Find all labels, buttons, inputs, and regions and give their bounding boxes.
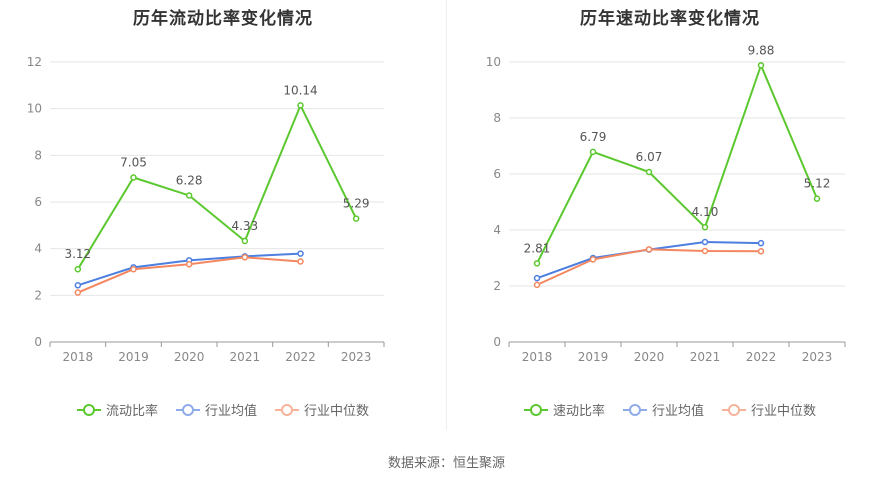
legend: 流动比率 行业均值 行业中位数 [0,400,446,419]
data-point[interactable] [757,239,765,247]
data-label: 6.79 [580,130,607,144]
panel-divider [446,0,447,430]
y-tick-label: 4 [34,242,42,256]
x-tick-label: 2019 [578,350,609,364]
legend-item-ratio[interactable]: 速动比率 [523,400,605,419]
current-ratio-chart: 0 2 4 6 8 10 12 2018 2019 2020 2021 2022 2023 3.12 7.0… [27,55,385,364]
data-source: 数据来源：恒生聚源 [387,456,505,471]
quick-ratio-panel: 历年速动比率变化情况 0 2 4 6 8 10 2018 2019 2020 2021 2022 20… [447,0,893,430]
data-point[interactable] [813,195,821,202]
data-point[interactable] [533,281,541,289]
y-tick-label: 0 [34,335,42,349]
legend-label: 行业中位数 [751,404,817,419]
chart-title: 历年流动比率变化情况 [133,9,313,29]
data-point[interactable] [589,256,597,263]
data-point[interactable] [130,174,137,181]
x-tick-label: 2019 [118,350,149,364]
quick-ratio-chart: 0 2 4 6 8 10 2018 2019 2020 2021 2022 2023 2.81 6.79 6… [486,43,846,364]
y-tick-label: 6 [493,167,501,181]
data-point[interactable] [701,223,709,231]
data-point[interactable] [74,282,82,289]
data-point[interactable] [74,289,82,296]
legend-item-industry-median[interactable]: 行业中位数 [275,400,369,419]
y-tick-label: 0 [493,335,501,349]
series-line [76,102,358,270]
data-point[interactable] [74,265,82,273]
y-tick-label: 12 [27,55,42,69]
data-label: 10.14 [283,83,317,97]
x-tick-label: 2023 [341,350,372,364]
data-label: 7.05 [120,156,147,170]
data-label: 6.28 [176,173,203,187]
data-point[interactable] [185,261,193,268]
legend-swatch-icon [175,403,200,416]
data-point[interactable] [352,215,360,222]
data-point[interactable] [533,274,541,282]
y-tick-label: 4 [493,223,501,237]
legend-item-ratio[interactable]: 流动比率 [76,400,158,419]
data-point[interactable] [757,248,765,255]
legend-swatch-icon [523,403,548,416]
x-tick-label: 2023 [802,350,833,364]
data-point[interactable] [533,260,541,267]
legend-item-industry-average[interactable]: 行业均值 [622,400,704,419]
y-tick-label: 6 [34,195,42,209]
x-tick-label: 2022 [746,350,777,364]
legend: 速动比率 行业均值 行业中位数 [447,400,893,419]
data-point[interactable] [241,254,249,261]
x-tick-label: 2021 [690,350,721,364]
legend-swatch-icon [76,403,101,416]
legend-item-industry-average[interactable]: 行业均值 [175,400,257,419]
data-label: 5.29 [343,197,370,211]
legend-swatch-icon [722,403,746,416]
x-tick-label: 2020 [634,350,665,364]
data-point[interactable] [297,102,304,109]
data-label: 2.81 [524,241,551,255]
x-tick-label: 2022 [285,350,316,364]
x-tick-label: 2018 [63,350,94,364]
x-tick-label: 2018 [522,350,553,364]
data-point[interactable] [241,237,249,245]
legend-swatch-icon [622,403,647,416]
legend-label: 行业均值 [204,404,257,419]
data-point[interactable] [297,258,304,265]
x-tick-label: 2021 [230,350,261,364]
chart-title: 历年速动比率变化情况 [580,9,760,29]
data-label: 4.33 [231,219,258,233]
y-tick-label: 2 [34,288,42,302]
y-tick-label: 10 [27,102,42,116]
legend-label: 行业均值 [651,404,704,419]
data-point[interactable] [589,148,597,156]
data-point[interactable] [297,250,304,257]
y-tick-label: 8 [493,111,501,125]
legend-item-industry-median[interactable]: 行业中位数 [722,400,816,419]
legend-label: 流动比率 [105,404,158,419]
data-point[interactable] [757,62,765,69]
y-tick-label: 8 [34,148,42,162]
x-tick-label: 2020 [174,350,205,364]
y-tick-label: 2 [493,279,501,293]
current-ratio-panel: 历年流动比率变化情况 0 2 4 6 8 10 12 2018 2019 2020 2021 2022… [0,0,446,430]
data-label: 5.12 [804,177,831,191]
legend-label: 行业中位数 [304,404,370,419]
y-tick-label: 10 [486,55,501,69]
data-point[interactable] [130,265,137,273]
data-point[interactable] [185,192,193,199]
data-point[interactable] [701,238,709,246]
data-label: 6.07 [636,150,663,164]
legend-swatch-icon [275,403,299,416]
data-label: 3.12 [64,247,91,261]
legend-label: 速动比率 [552,404,605,419]
data-point[interactable] [701,247,709,255]
data-label: 4.10 [692,205,719,219]
data-label: 9.88 [748,43,775,57]
data-point[interactable] [645,168,653,176]
data-point[interactable] [645,246,653,253]
series-line [536,62,818,264]
